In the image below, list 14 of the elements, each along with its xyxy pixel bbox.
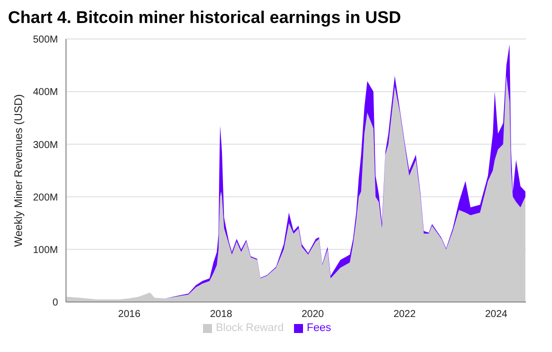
y-tick-label: 200M xyxy=(32,192,58,204)
y-tick-label: 400M xyxy=(32,87,58,98)
chart-title: Chart 4. Bitcoin miner historical earnings in USD xyxy=(8,8,402,28)
x-tick-label: 2020 xyxy=(302,309,324,320)
x-tick-label: 2018 xyxy=(210,309,233,320)
y-axis-title: Weekly Miner Revenues (USD) xyxy=(12,94,25,247)
y-tick-label: 300M xyxy=(32,140,58,151)
legend-label: Fees xyxy=(306,322,332,334)
x-tick-label: 2016 xyxy=(118,309,141,320)
y-tick-label: 0 xyxy=(52,298,58,309)
x-tick-label: 2022 xyxy=(393,309,416,320)
y-tick-label: 100M xyxy=(32,244,58,256)
y-tick-label: 500M xyxy=(32,34,58,46)
x-tick-label: 2024 xyxy=(485,309,508,320)
